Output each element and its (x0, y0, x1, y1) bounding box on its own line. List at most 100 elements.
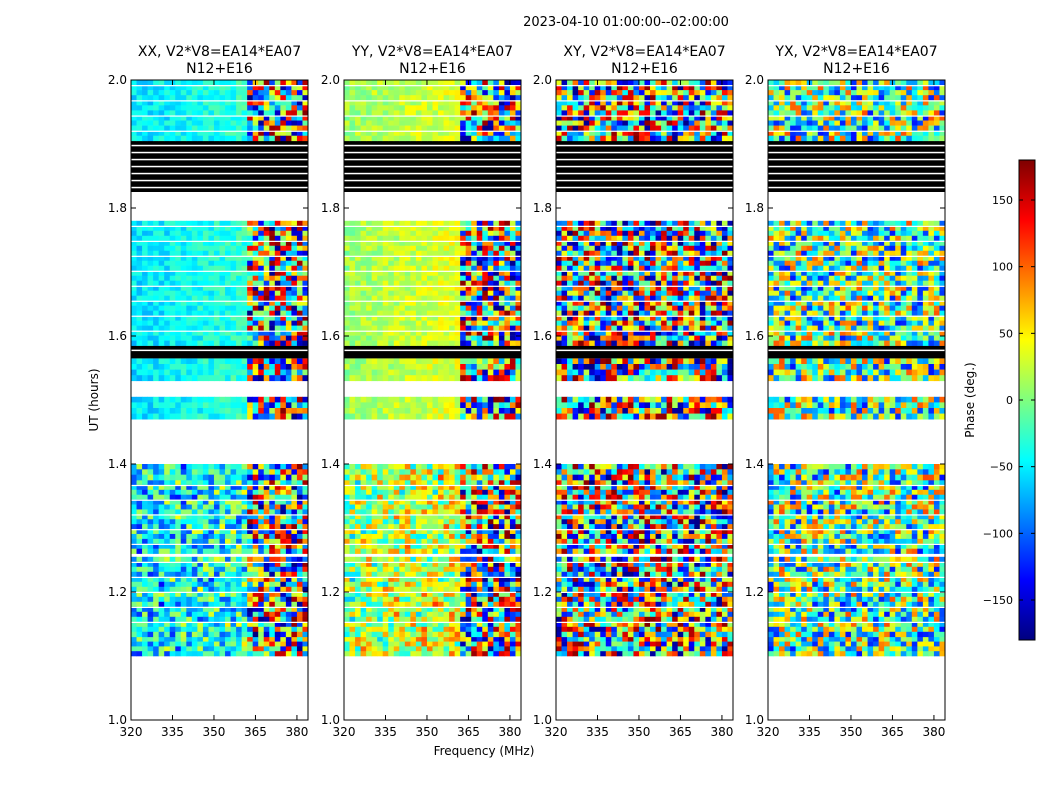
heatmap-cell (153, 611, 160, 618)
heatmap-cell (280, 621, 287, 628)
heatmap-cell (136, 469, 143, 475)
heatmap-cell (498, 606, 505, 613)
heatmap-cell (208, 335, 215, 341)
heatmap-cell (296, 225, 303, 232)
heatmap-cell (438, 494, 444, 500)
heatmap-cell (274, 225, 281, 232)
heatmap-cell (158, 245, 165, 252)
heatmap-cell (230, 646, 237, 652)
heatmap-cell (147, 474, 154, 481)
heatmap-cell (291, 358, 298, 365)
heatmap-cell (291, 469, 298, 475)
heatmap-cell (493, 369, 500, 376)
heatmap-cell (202, 402, 209, 409)
heatmap-cell (247, 504, 254, 510)
heatmap-cell (285, 538, 292, 545)
heatmap-cell (175, 591, 182, 598)
heatmap-cell (197, 375, 204, 382)
heatmap-cell (493, 489, 500, 496)
heatmap-cell (230, 100, 237, 106)
heatmap-cell (202, 330, 209, 336)
heatmap-cell (421, 606, 428, 613)
heatmap-cell (291, 265, 298, 272)
heatmap-cell (247, 310, 254, 316)
heatmap-cell (460, 265, 467, 272)
heatmap-cell (147, 480, 154, 486)
heatmap-cell (482, 396, 489, 403)
heatmap-cell (241, 100, 248, 106)
heatmap-cell (263, 110, 270, 116)
heatmap-cell (230, 499, 237, 505)
heatmap-cell (487, 641, 494, 647)
heatmap-cell (131, 295, 137, 301)
heatmap-cell (213, 402, 220, 409)
heatmap-cell (280, 375, 287, 382)
heatmap-cell (465, 275, 472, 281)
heatmap-cell (482, 581, 489, 588)
heatmap-cell (131, 616, 137, 623)
heatmap-cell (493, 408, 500, 414)
heatmap-cell (158, 413, 165, 420)
heatmap-cell (180, 315, 187, 321)
heatmap-cell (258, 270, 265, 277)
y-tick-label: 1.2 (108, 585, 127, 599)
heatmap-cell (280, 305, 287, 311)
heatmap-cell (208, 90, 215, 96)
heatmap-cell (131, 230, 137, 237)
heatmap-cell (219, 95, 226, 101)
heatmap-cell (180, 230, 187, 237)
heatmap-cell (197, 494, 204, 500)
heatmap-cell (285, 115, 292, 121)
heatmap-cell (241, 250, 248, 257)
heatmap-cell (399, 305, 406, 311)
heatmap-cell (404, 631, 411, 638)
heatmap-cell (438, 571, 444, 578)
heatmap-cell (443, 260, 450, 267)
heatmap-cell (136, 100, 143, 106)
heatmap-cell (169, 85, 176, 91)
heatmap-cell (131, 135, 137, 142)
heatmap-cell (476, 230, 483, 237)
heatmap-cell (504, 375, 511, 382)
heatmap-cell (252, 576, 259, 583)
heatmap-cell (404, 275, 411, 281)
heatmap-cell (236, 310, 243, 316)
heatmap-cell (415, 561, 422, 568)
heatmap-cell (404, 571, 411, 578)
heatmap-cell (404, 230, 411, 237)
heatmap-cell (147, 509, 154, 515)
heatmap-cell (158, 358, 165, 365)
heatmap-cell (296, 480, 303, 486)
heatmap-cell (465, 375, 472, 382)
heatmap-cell (180, 514, 187, 520)
heatmap-cell (498, 571, 505, 578)
heatmap-cell (175, 120, 182, 126)
heatmap-cell (296, 285, 303, 291)
heatmap-cell (191, 300, 198, 306)
heatmap-cell (360, 260, 367, 267)
heatmap-cell (296, 408, 303, 414)
heatmap-cell (349, 220, 356, 227)
heatmap-cell (426, 375, 433, 382)
heatmap-cell (136, 464, 143, 470)
heatmap-cell (180, 375, 187, 382)
heatmap-cell (355, 533, 361, 540)
heatmap-cell (258, 320, 265, 326)
heatmap-cell (393, 402, 400, 409)
heatmap-cell (482, 566, 489, 573)
heatmap-cell (355, 280, 361, 286)
heatmap-cell (269, 504, 276, 510)
heatmap-cell (236, 290, 243, 296)
heatmap-cell (241, 290, 248, 296)
heatmap-cell (236, 320, 243, 326)
heatmap-cell (443, 616, 450, 623)
heatmap-cell (493, 396, 500, 403)
heatmap-cell (202, 591, 209, 598)
heatmap-cell (230, 250, 237, 257)
heatmap-cell (371, 626, 378, 633)
heatmap-cell (482, 571, 489, 578)
heatmap-cell (471, 606, 478, 613)
heatmap-cell (388, 561, 395, 568)
heatmap-cell (377, 408, 384, 414)
heatmap-cell (269, 480, 276, 486)
